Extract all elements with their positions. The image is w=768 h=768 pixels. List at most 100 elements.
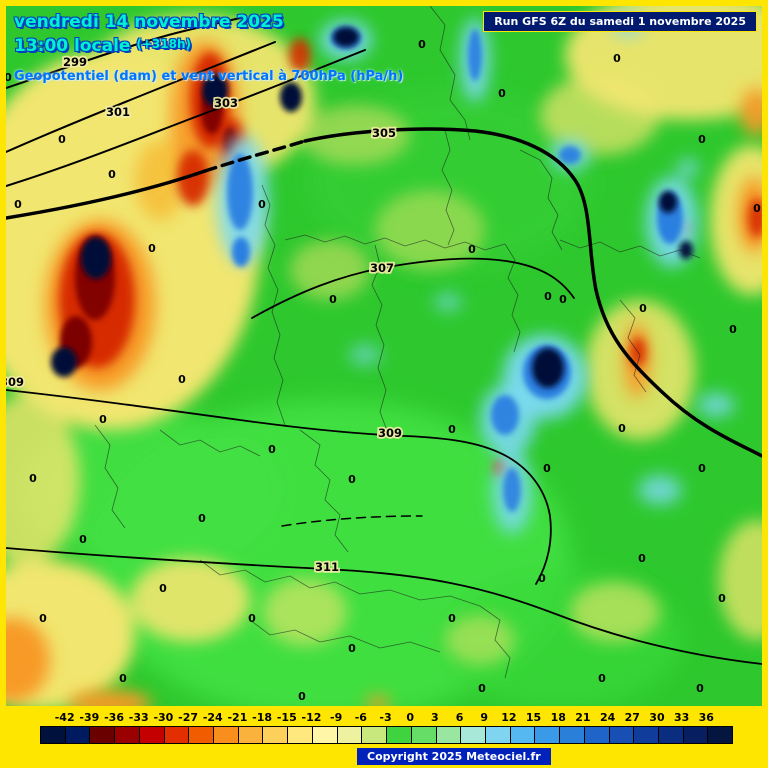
scale-cell [634,727,659,743]
scale-cell [288,727,313,743]
wind-zero-label: 0 [178,373,186,386]
wind-zero-label: 0 [119,672,127,685]
scale-tick-label: 30 [649,711,665,724]
wind-zero-label: 0 [613,52,621,65]
scale-tick-label: 9 [480,711,489,724]
scale-tick-label: -21 [227,711,248,724]
scale-cell [510,727,536,743]
wind-zero-label: 0 [638,552,646,565]
cyan-halo-layer [217,11,735,534]
wind-zero-label: 0 [718,592,726,605]
wind-zero-label: 0 [79,533,87,546]
geopotential-label: 305 [372,126,396,140]
wind-zero-label: 0 [148,242,156,255]
scale-cell [312,727,338,743]
wind-zero-label: 0 [729,323,737,336]
scale-tick-label: 27 [624,711,640,724]
scale-tick-label: -24 [202,711,223,724]
geopotential-label: 311 [315,560,339,574]
scale-cell [164,727,190,743]
wind-zero-label: 0 [478,682,486,695]
wind-zero-label: 0 [618,422,626,435]
wind-zero-label: 0 [559,293,567,306]
wind-zero-label: 0 [698,133,706,146]
scale-tick-label: -30 [153,711,174,724]
map-canvas: 0 0 0 0 0 0 0 0 0 0 0 0 0 0 0 0 0 0 0 0 0 0 0 0 0 0 0 0 0 0 0 0 0 0 0 0 0 0 0 0… [6,6,762,706]
geopotential-label: 301 [106,105,130,119]
geopotential-contour-lines [6,17,762,665]
scale-cell [362,727,388,743]
wind-zero-label: 0 [258,198,266,211]
scale-cell [387,727,412,743]
wind-zero-label: 0 [538,572,546,585]
scale-tick-label: 33 [673,711,690,724]
wind-zero-label: 0 [29,472,37,485]
scale-cell [263,727,289,743]
scale-cell [337,727,363,743]
scale-tick-label: 12 [501,711,517,724]
geopotential-label: 303 [214,96,238,110]
scale-tick-label: -33 [128,711,149,724]
wind-zero-label: 0 [159,582,167,595]
wind-zero-label: 0 [58,133,66,146]
wind-zero-label: 0 [544,290,552,303]
scale-tick-label: -36 [104,711,124,724]
scale-cell [584,727,610,743]
wind-zero-labels-layer: 0 0 0 0 0 0 0 0 0 0 0 0 0 0 0 0 0 0 0 0 0 0 0 0 0 0 0 0 0 0 0 0 0 0 0 0 0 0 0 0… [6,38,761,703]
wind-zero-label: 0 [268,443,276,456]
wind-zero-label: 0 [348,642,356,655]
wind-zero-label: 0 [329,293,337,306]
wind-zero-label: 0 [298,690,306,703]
geopotential-label: 299 [63,55,87,69]
scale-tick-label: -42 [54,711,75,724]
scale-cell [535,727,561,743]
scale-cell [485,727,511,743]
wind-zero-label: 0 [448,423,456,436]
scale-cell [411,727,437,743]
navy-core-layer [51,27,693,388]
scale-cell [461,727,486,743]
scale-tick-label: -18 [252,711,273,724]
wind-zero-label: 0 [696,682,704,695]
geopotential-labels-layer: 299 301 303 305 307 309 311 309 [6,53,404,576]
scale-tick-label: 3 [431,711,439,724]
wind-zero-label: 0 [468,243,476,256]
wind-zero-label: 0 [39,612,47,625]
geopotential-label: 307 [370,261,394,275]
wind-zero-label: 0 [639,302,647,315]
wind-zero-label: 0 [698,462,706,475]
wind-zero-label: 0 [543,462,551,475]
scale-tick-label: 6 [455,711,464,724]
scale-tick-label: 36 [698,711,714,724]
scale-cell [214,727,239,743]
scale-cell [436,727,462,743]
scale-tick-labels: -42 -39 -36 -33 -30 -27 -24 -21 -18 -15 -12 -9 -6 -3 0… [40,711,731,724]
scale-cell [708,727,733,743]
wind-zero-label: 0 [6,71,12,84]
scale-tick-label: -9 [330,711,343,724]
scale-cell [238,727,264,743]
scale-tick-label: -15 [276,711,297,724]
scale-cell [139,727,165,743]
wind-zero-label: 0 [753,202,761,215]
geopotential-label: 309 [6,375,24,389]
wind-zero-label: 0 [598,672,606,685]
scale-cell [609,727,635,743]
copyright-link[interactable]: Copyright 2025 Meteociel.fr [356,747,552,766]
scale-cell [560,727,585,743]
scale-cell [189,727,215,743]
scale-tick-label: 24 [599,711,616,724]
scale-tick-label: 21 [575,711,591,724]
scale-tick-label: -27 [178,711,198,724]
wind-zero-label: 0 [198,512,206,525]
scale-tick-label: -3 [379,711,392,724]
scale-tick-label: 15 [525,711,542,724]
wind-zero-label: 0 [348,473,356,486]
scale-cell [41,727,66,743]
wind-zero-label: 0 [418,38,426,51]
scale-cell [115,727,140,743]
scale-cells [40,726,733,744]
scale-cell [683,727,709,743]
scale-tick-label: -6 [354,711,367,724]
